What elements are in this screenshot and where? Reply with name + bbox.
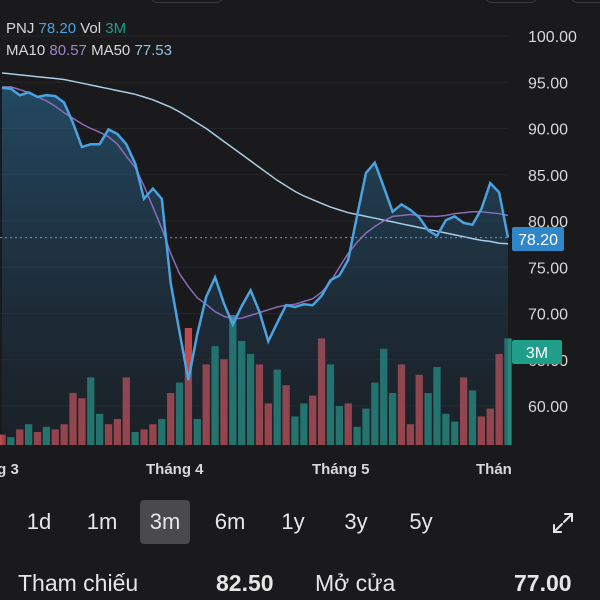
ma10-line — [2, 86, 509, 320]
legend-ma50-label: MA50 — [91, 42, 131, 59]
price-chart[interactable]: 100.0095.0090.0085.0080.0075.0070.0065.0… — [0, 0, 600, 500]
range-button-1y[interactable]: 1y — [281, 509, 305, 534]
y-tick-label: 70.00 — [528, 307, 568, 324]
price-area — [2, 87, 508, 446]
x-tick-label: Thán — [476, 461, 512, 478]
price-tag: 78.20 — [518, 232, 558, 249]
volume-tag: 3M — [526, 345, 548, 362]
chart-legend: PNJ 78.20 Vol 3M MA10 80.57 MA50 77.53 — [6, 18, 172, 62]
x-tick-label: ng 3 — [0, 461, 19, 478]
range-button-3m[interactable]: 3m — [140, 500, 190, 544]
legend-ma50-value: 77.53 — [134, 42, 172, 59]
y-tick-label: 90.00 — [528, 122, 568, 139]
range-button-3y[interactable]: 3y — [344, 509, 368, 534]
reference-label: Tham chiếu — [18, 570, 139, 596]
range-button-1d[interactable]: 1d — [26, 509, 52, 534]
range-button-6m[interactable]: 6m — [214, 509, 246, 534]
y-tick-label: 95.00 — [528, 75, 568, 92]
legend-row-2: MA10 80.57 MA50 77.53 — [6, 40, 172, 62]
legend-symbol: PNJ — [6, 20, 35, 37]
stats-row: Tham chiếu 82.50 Mở cửa 77.00 — [0, 570, 600, 600]
x-axis-labels: ng 3 Tháng 4 Tháng 5 Thán — [0, 461, 512, 478]
open-value: 77.00 — [514, 570, 572, 596]
legend-vol-label: Vol — [80, 20, 102, 37]
y-tick-label: 80.00 — [528, 214, 568, 231]
open-label: Mở cửa — [315, 570, 396, 596]
x-tick-label: Tháng 5 — [312, 461, 370, 478]
time-range-selector: 1d 1m 3m 6m 1y 3y 5y — [0, 500, 600, 550]
range-button-1m[interactable]: 1m — [86, 509, 118, 534]
ma50-line — [1, 72, 509, 245]
range-button-5y[interactable]: 5y — [409, 509, 433, 534]
y-tick-label: 60.00 — [528, 399, 568, 416]
legend-ma10-label: MA10 — [6, 42, 46, 59]
y-tick-label: 100.00 — [528, 29, 577, 46]
x-tick-label: Tháng 4 — [146, 461, 204, 478]
legend-ma10-value: 80.57 — [49, 42, 87, 59]
legend-row-1: PNJ 78.20 Vol 3M — [6, 18, 172, 40]
legend-price: 78.20 — [38, 20, 77, 37]
legend-vol-value: 3M — [105, 20, 127, 37]
expand-icon[interactable] — [552, 512, 574, 534]
price-line — [1, 86, 510, 381]
volume-tag-bg — [512, 340, 562, 364]
y-tick-label: 85.00 — [528, 168, 568, 185]
y-tick-label: 75.00 — [528, 260, 568, 277]
reference-value: 82.50 — [216, 570, 274, 596]
price-tag-bg — [512, 227, 564, 251]
